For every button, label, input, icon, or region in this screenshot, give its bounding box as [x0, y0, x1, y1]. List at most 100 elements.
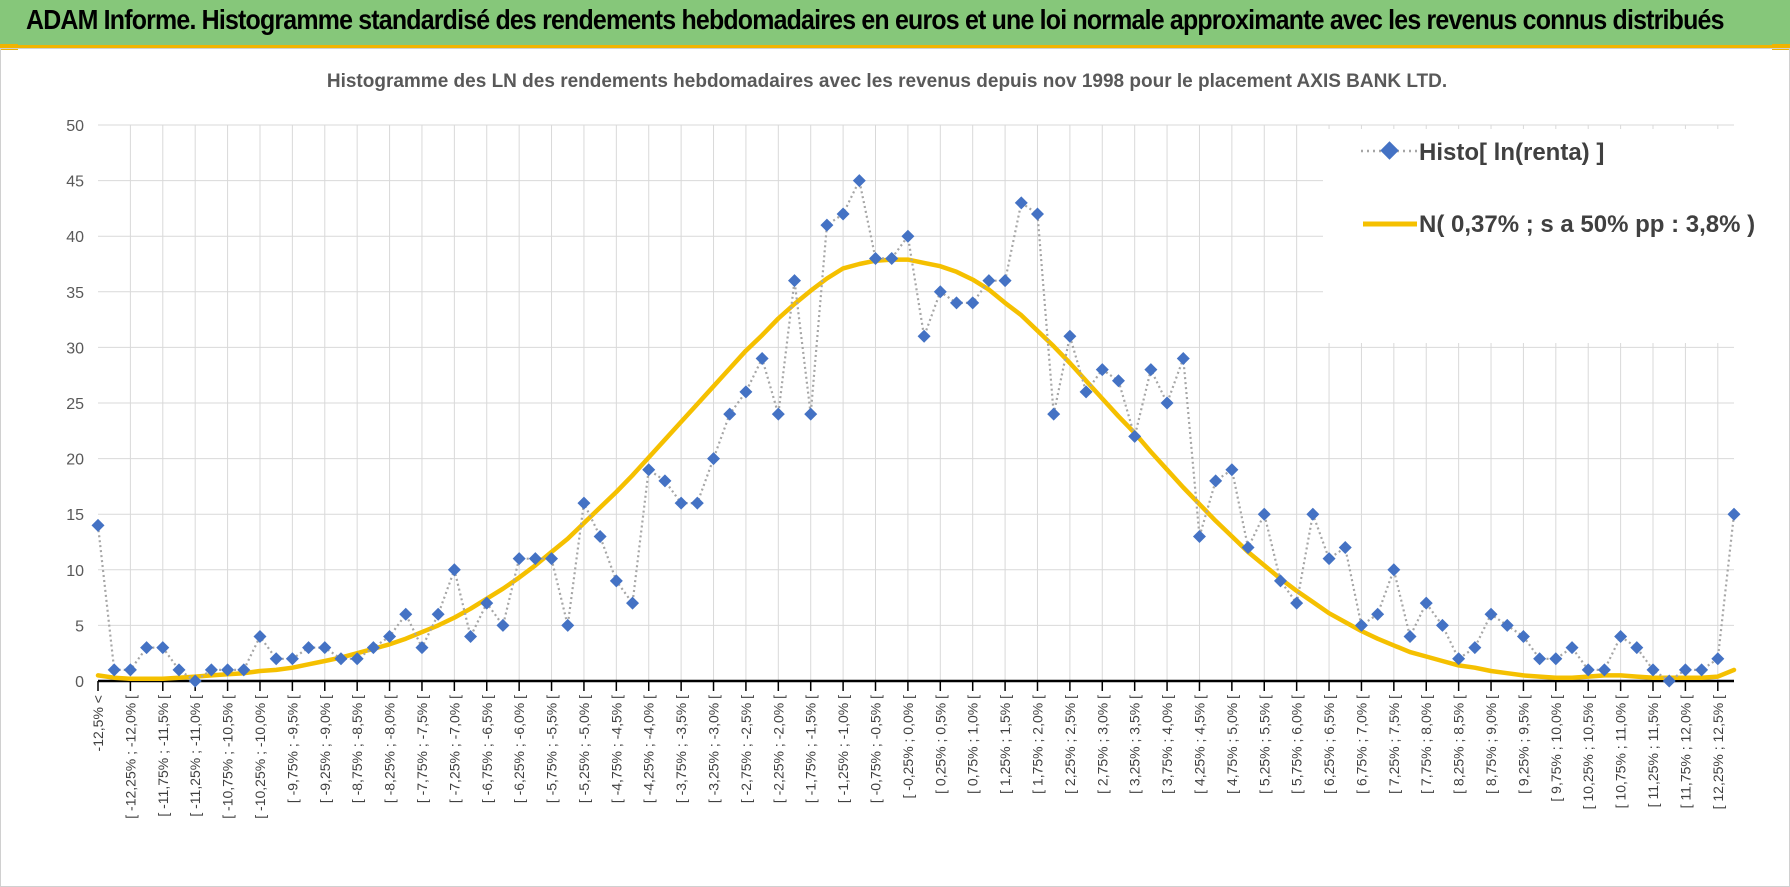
- x-tick-label: [ 11,75% ; 12,0% [: [1677, 695, 1693, 808]
- histogram-point: [1662, 674, 1676, 688]
- histogram-point: [496, 618, 510, 632]
- histogram-point: [1095, 363, 1109, 377]
- histogram-point: [334, 652, 348, 666]
- legend-item-normal: N( 0,37% ; s a 50% pp : 3,8% ): [1363, 211, 1755, 238]
- report-banner: ADAM Informe. Histogramme standardisé de…: [0, 0, 1790, 48]
- histogram-point: [593, 529, 607, 543]
- x-tick-label: [ -2,75% ; -2,5% [: [738, 695, 754, 803]
- x-tick-label: [ -5,75% ; -5,5% [: [544, 695, 560, 803]
- x-tick-label: [ 2,25% ; 2,5% [: [1062, 695, 1078, 794]
- histogram-point: [447, 563, 461, 577]
- histogram-point: [577, 496, 591, 510]
- x-tick-label: [ 12,25% ; 12,5% [: [1710, 695, 1726, 810]
- histogram-point: [1338, 541, 1352, 555]
- histogram-point: [1209, 474, 1223, 488]
- histogram-point: [1144, 363, 1158, 377]
- x-tick-label: [ 6,25% ; 6,5% [: [1321, 695, 1337, 794]
- x-tick-label: [ 1,75% ; 2,0% [: [1029, 695, 1045, 794]
- x-tick-label: [ 7,25% ; 7,5% [: [1386, 695, 1402, 794]
- legend-box: [1323, 129, 1788, 343]
- x-tick-layer: [97, 679, 1734, 691]
- histogram-point: [1354, 618, 1368, 632]
- histogram-point: [285, 652, 299, 666]
- histogram-point: [1452, 652, 1466, 666]
- y-tick-label: 50: [66, 118, 84, 135]
- histogram-point: [998, 274, 1012, 288]
- histogram-point: [949, 296, 963, 310]
- histogram-point: [1695, 663, 1709, 677]
- histogram-point: [188, 674, 202, 688]
- x-tick-label: [ 3,75% ; 4,0% [: [1159, 695, 1175, 794]
- histogram-point: [885, 251, 899, 265]
- x-tick-label: [ 3,25% ; 3,5% [: [1127, 695, 1143, 794]
- x-tick-label: [ 8,25% ; 8,5% [: [1451, 695, 1467, 794]
- histogram-point: [723, 407, 737, 421]
- histogram-point: [366, 641, 380, 655]
- x-tick-label: [ -4,75% ; -4,5% [: [608, 695, 624, 803]
- histogram-point: [933, 285, 947, 299]
- histogram-point: [626, 596, 640, 610]
- histogram-point: [642, 463, 656, 477]
- y-tick-label: 15: [66, 507, 84, 524]
- x-tick-label: [ -10,25% ; -10,0% [: [252, 695, 268, 819]
- histogram-point: [820, 218, 834, 232]
- histogram-point: [1257, 507, 1271, 521]
- y-tick-label: 5: [75, 618, 84, 635]
- histogram-point: [788, 274, 802, 288]
- x-tick-label: [ -6,75% ; -6,5% [: [479, 695, 495, 803]
- histogram-point: [91, 518, 105, 532]
- x-tick-label: [ -8,75% ; -8,5% [: [349, 695, 365, 803]
- y-tick-label: 25: [66, 396, 84, 413]
- x-tick-label: [ 6,75% ; 7,0% [: [1353, 695, 1369, 794]
- x-tick-label: [ -0,75% ; -0,5% [: [868, 695, 884, 803]
- histogram-point: [1614, 630, 1628, 644]
- y-tick-label: 20: [66, 452, 84, 469]
- histogram-point: [1630, 641, 1644, 655]
- x-tick-label: [ 5,25% ; 5,5% [: [1256, 695, 1272, 794]
- x-tick-label: [ -9,25% ; -9,0% [: [317, 695, 333, 803]
- histogram-point: [739, 385, 753, 399]
- histogram-point: [1192, 529, 1206, 543]
- histogram-point: [674, 496, 688, 510]
- x-tick-label: [ 2,75% ; 3,0% [: [1094, 695, 1110, 794]
- x-tick-label: [ 0,75% ; 1,0% [: [965, 695, 981, 794]
- histogram-point: [658, 474, 672, 488]
- histogram-point: [221, 663, 235, 677]
- histogram-point: [755, 352, 769, 366]
- x-tick-label: [ -7,25% ; -7,0% [: [446, 695, 462, 803]
- histogram-point: [771, 407, 785, 421]
- histogram-point: [1306, 507, 1320, 521]
- histogram-point: [690, 496, 704, 510]
- histogram-point: [852, 174, 866, 188]
- histogram-point: [1646, 663, 1660, 677]
- x-tick-label: -12,5% <: [90, 695, 106, 751]
- x-tick-label: [ 10,25% ; 10,5% [: [1580, 695, 1596, 810]
- x-tick-label: [ -1,25% ; -1,0% [: [835, 695, 851, 803]
- histogram-point: [1128, 429, 1142, 443]
- histogram-point: [1468, 641, 1482, 655]
- histogram-point: [1711, 652, 1725, 666]
- x-tick-label: [ 1,25% ; 1,5% [: [997, 695, 1013, 794]
- y-tick-label: 30: [66, 340, 84, 357]
- x-tick-label: [ -11,75% ; -11,5% [: [155, 695, 171, 817]
- histogram-point: [901, 229, 915, 243]
- x-tick-label: [ -0,25% ; 0,0% [: [900, 695, 916, 799]
- histogram-point: [804, 407, 818, 421]
- legend-normal-label: N( 0,37% ; s a 50% pp : 3,8% ): [1419, 211, 1755, 238]
- histogram-point: [707, 452, 721, 466]
- histogram-point: [1371, 607, 1385, 621]
- histogram-point: [204, 663, 218, 677]
- banner-corner-accent-right: [1772, 44, 1790, 50]
- legend-histo-marker: [1380, 141, 1399, 160]
- histogram-point: [1581, 663, 1595, 677]
- histogram-point: [1273, 574, 1287, 588]
- histogram-point: [1322, 552, 1336, 566]
- histogram-point: [1225, 463, 1239, 477]
- histogram-point: [1387, 563, 1401, 577]
- histogram-point: [1500, 618, 1514, 632]
- histogram-point: [156, 641, 170, 655]
- x-tick-label: [ 9,25% ; 9,5% [: [1515, 695, 1531, 794]
- histogram-point: [1176, 352, 1190, 366]
- x-tick-label: [ -3,25% ; -3,0% [: [706, 695, 722, 803]
- x-tick-label: [ -11,25% ; -11,0% [: [187, 695, 203, 817]
